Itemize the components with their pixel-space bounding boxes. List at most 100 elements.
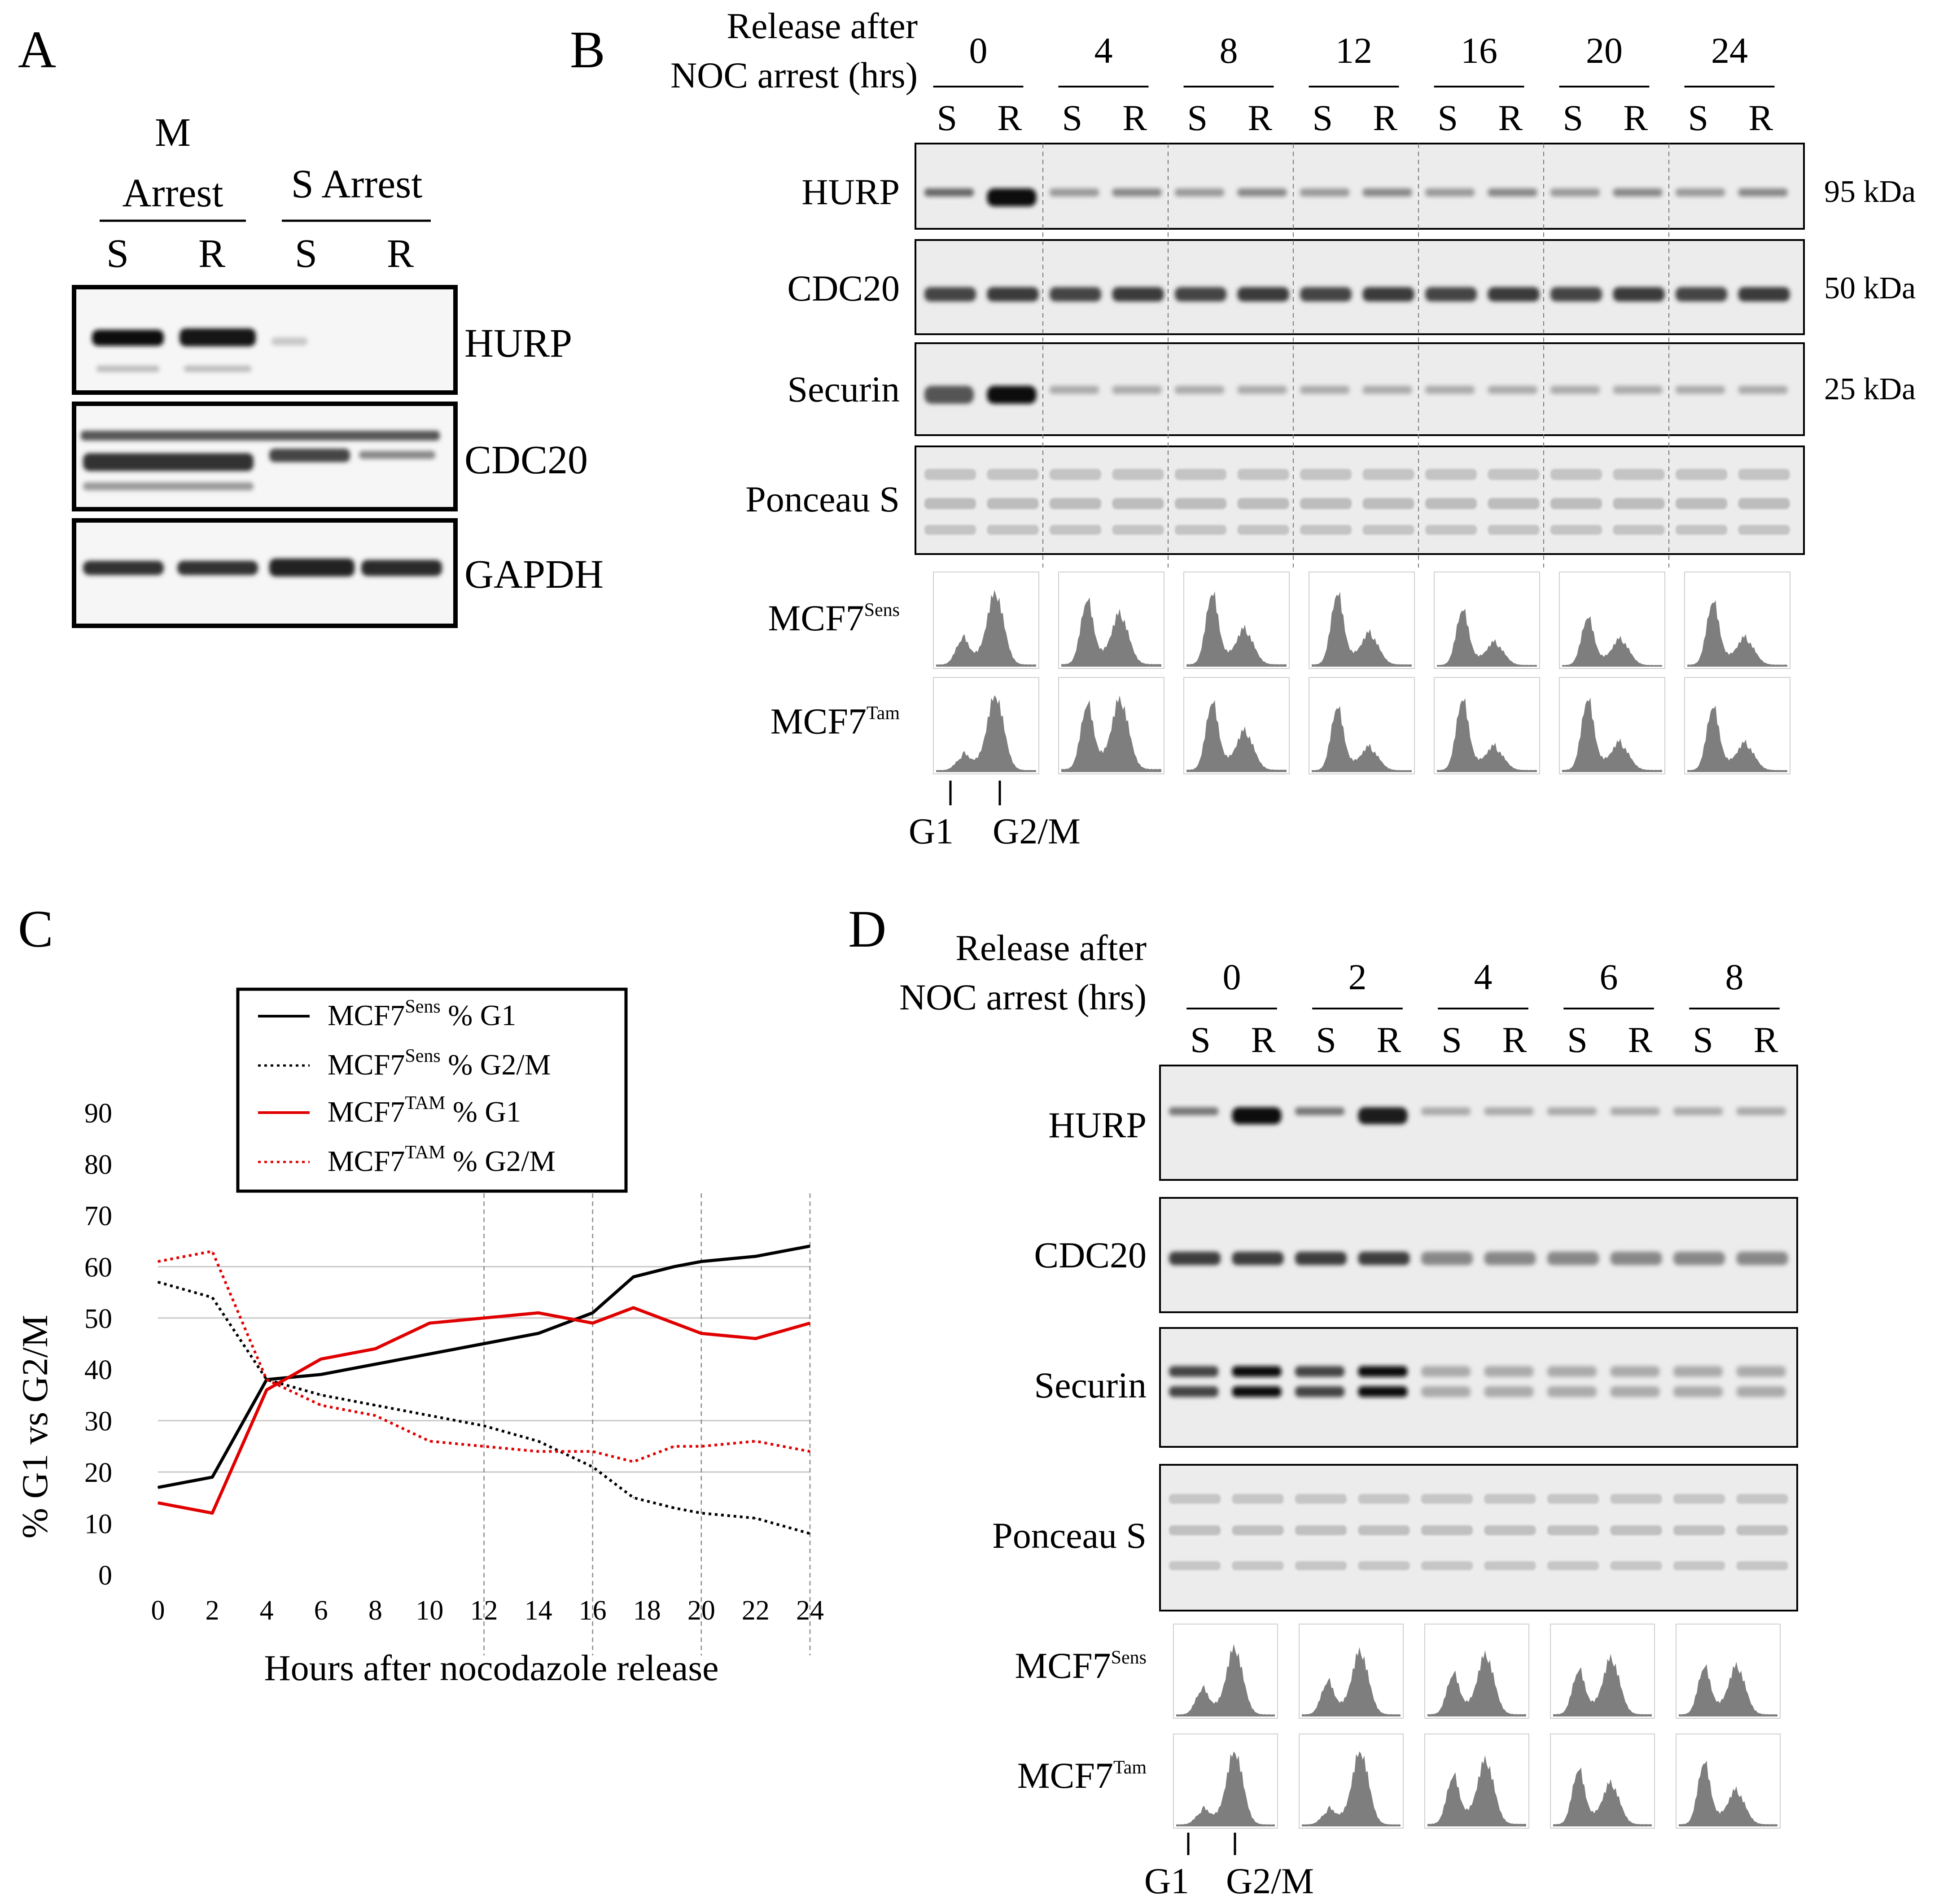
lane-label: R [387, 231, 414, 276]
hurp-band [1362, 188, 1412, 197]
ponceau-band [1484, 1525, 1536, 1535]
b-lane-label: R [1373, 97, 1397, 138]
ponceau-band [1484, 1561, 1536, 1570]
d-lane-label: R [1502, 1019, 1527, 1060]
ponceau-band [1358, 1525, 1410, 1535]
x-tick-label: 0 [151, 1595, 165, 1626]
cdc20-band [1300, 287, 1352, 301]
d-facs-histogram [1553, 1654, 1652, 1716]
x-tick-label: 20 [687, 1595, 715, 1626]
b-lane-label: S [1437, 97, 1458, 138]
d-facs-histogram [1176, 1751, 1275, 1826]
data-point-series-1 [755, 1518, 756, 1519]
b-lane-label: R [1248, 97, 1272, 138]
securin-band [1295, 1366, 1344, 1377]
hurp-band [924, 188, 974, 197]
d-lane-label: S [1190, 1019, 1211, 1060]
blot-d-label-hurp: HURP [1048, 1105, 1147, 1145]
data-point-series-3 [375, 1415, 376, 1416]
chart-legend: MCF7Sens % G1 MCF7Sens % G2/M MCF7TAM % … [258, 996, 556, 1178]
ponceau-band [1050, 498, 1101, 509]
ponceau-band [1050, 469, 1101, 480]
blot-b-cdc20 [915, 239, 1805, 335]
b-timepoint-label: 4 [1094, 30, 1113, 71]
blot-a-gapdh-bands [83, 559, 442, 576]
ponceau-band [1362, 525, 1414, 535]
data-point-series-2 [266, 1389, 267, 1390]
data-point-series-1 [483, 1425, 485, 1427]
ponceau-band [1300, 469, 1352, 480]
ponceau-band [1550, 525, 1602, 535]
ponceau-band [924, 525, 976, 535]
d-facs-histogram [1679, 1760, 1777, 1826]
blot-b-hurp [915, 143, 1805, 230]
securin-band [987, 386, 1037, 404]
ponceau-band [1358, 1494, 1410, 1504]
legend-entry-sens-g1: MCF7Sens % G1 [328, 996, 516, 1032]
ponceau-band [924, 498, 976, 509]
ponceau-band [1300, 525, 1352, 535]
series-line-2 [158, 1306, 810, 1515]
hurp-band [1421, 1107, 1471, 1115]
hurp-band [1232, 1107, 1282, 1124]
blot-b-dividers [1042, 144, 1669, 568]
securin-band [1232, 1386, 1282, 1397]
lane-label: S [106, 231, 129, 276]
b-lane-label: R [997, 97, 1022, 138]
ponceau-band [1169, 1525, 1221, 1535]
securin-band [1358, 1366, 1408, 1377]
hurp-band [1295, 1107, 1344, 1115]
data-point-series-1 [700, 1512, 702, 1514]
ponceau-band [1295, 1561, 1347, 1570]
ponceau-band [1175, 525, 1226, 535]
ponceau-band [1547, 1561, 1599, 1570]
cdc20-band [1169, 1252, 1221, 1265]
ponceau-band [1738, 469, 1790, 480]
s-arrest-label: S Arrest [291, 162, 423, 206]
d-lane-label: R [1628, 1019, 1653, 1060]
kda-95: 95 kDa [1824, 175, 1916, 209]
blot-b-ponceau [915, 445, 1805, 555]
data-point-series-3 [592, 1451, 593, 1452]
x-tick-label: 2 [206, 1595, 219, 1626]
lane-label: S [295, 231, 317, 276]
securin-band [1613, 386, 1663, 394]
blot-a-label-gapdh: GAPDH [464, 552, 604, 597]
cdc20-band [1175, 287, 1226, 301]
cdc20-band [1237, 287, 1289, 301]
data-point-series-0 [755, 1256, 756, 1257]
b-facs-histogram [1687, 705, 1787, 772]
cdc20-band [1547, 1252, 1599, 1265]
ponceau-band [1237, 469, 1289, 480]
blot-b-label-cdc20: CDC20 [787, 268, 900, 309]
b-facs-histogram [936, 695, 1036, 772]
data-point-series-1 [633, 1497, 634, 1498]
panel-a: A M Arrest S Arrest S R S R HURP CDC20 [18, 20, 604, 628]
chart-legend-box [236, 987, 628, 1193]
data-point-series-3 [266, 1379, 267, 1380]
x-tick-label: 14 [525, 1595, 552, 1626]
cdc20-band [1488, 287, 1540, 301]
d-facs-histogram [1427, 1650, 1526, 1716]
y-tick-label: 10 [84, 1509, 112, 1540]
b-timepoint-label: 8 [1220, 30, 1238, 71]
ponceau-band [1738, 525, 1790, 535]
d-lane-label: S [1316, 1019, 1336, 1060]
y-tick-label: 20 [84, 1458, 112, 1488]
b-timepoint-label: 20 [1586, 30, 1623, 71]
cdc20-band [987, 287, 1039, 301]
m-arrest-label-line2: Arrest [123, 171, 223, 215]
securin-band [1673, 1366, 1723, 1377]
b-facs-histogram [1312, 706, 1412, 772]
d-lane-label: R [1377, 1019, 1401, 1060]
x-tick-label: 24 [796, 1595, 824, 1626]
d-facs-histogram [1176, 1644, 1275, 1716]
ponceau-band [1175, 498, 1226, 509]
x-tick-label: 22 [742, 1595, 770, 1626]
ponceau-band [1547, 1494, 1599, 1504]
hurp-band [987, 188, 1037, 206]
x-tick-label: 10 [416, 1595, 443, 1626]
hurp-band [1738, 188, 1788, 197]
data-point-series-1 [375, 1405, 376, 1406]
ponceau-band [1232, 1494, 1284, 1504]
